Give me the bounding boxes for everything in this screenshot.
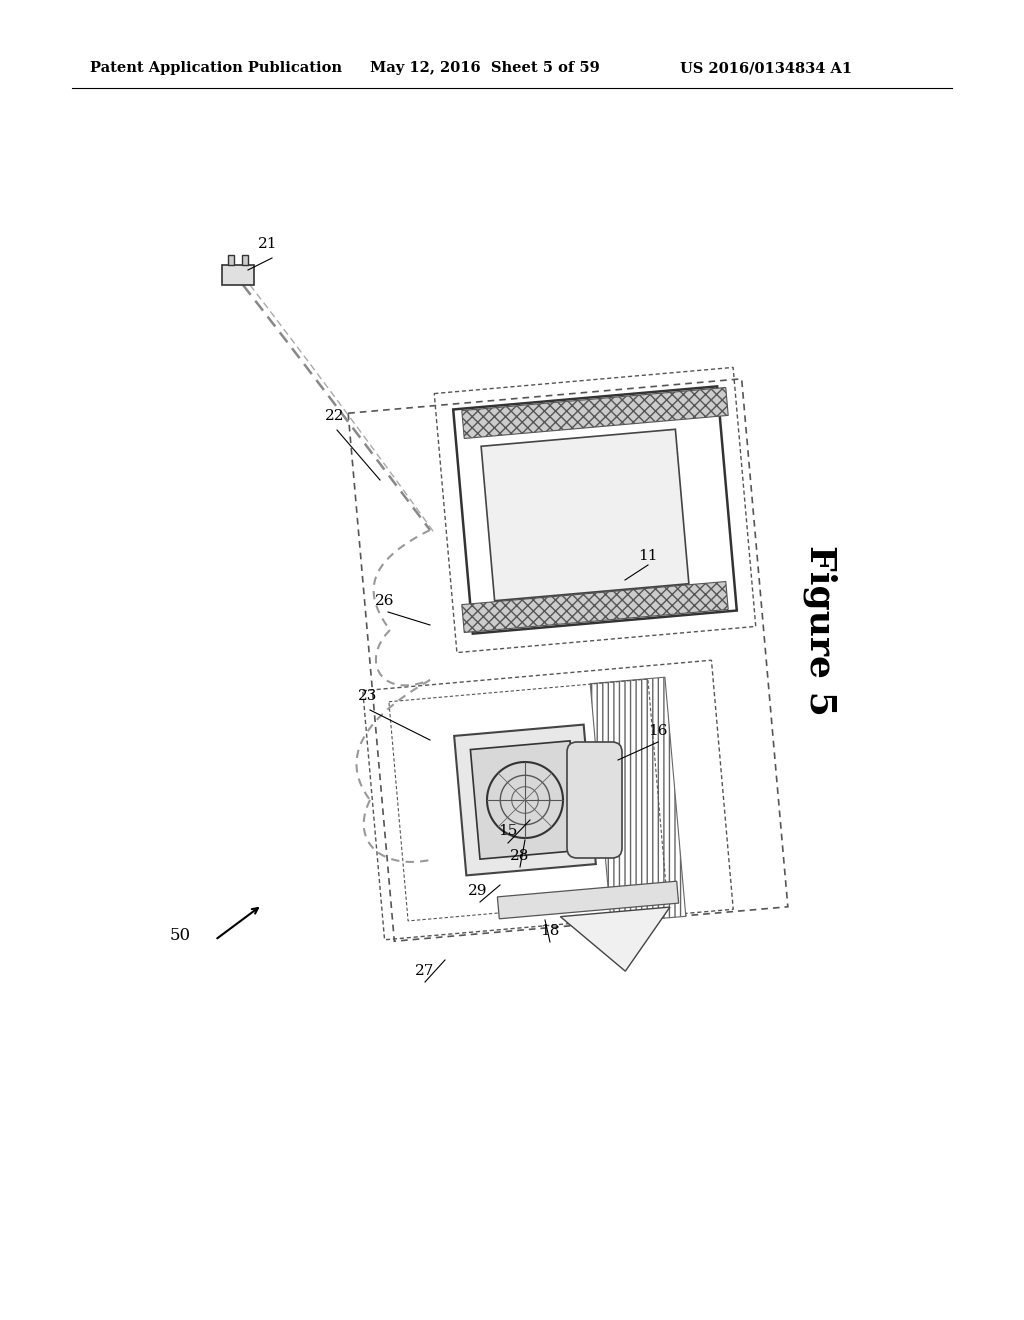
Text: 21: 21 [258, 238, 278, 251]
Text: 28: 28 [510, 849, 529, 863]
Text: 23: 23 [358, 689, 378, 704]
Text: 15: 15 [498, 824, 517, 838]
Bar [228, 255, 234, 265]
Text: 50: 50 [170, 927, 191, 944]
Polygon shape [222, 265, 254, 285]
Bar [242, 255, 248, 265]
Text: 26: 26 [375, 594, 394, 609]
Polygon shape [498, 882, 679, 919]
Polygon shape [462, 582, 728, 632]
Polygon shape [454, 387, 737, 634]
FancyBboxPatch shape [567, 742, 622, 858]
Polygon shape [470, 741, 580, 859]
Polygon shape [455, 725, 596, 875]
Text: Patent Application Publication: Patent Application Publication [90, 61, 342, 75]
Text: 16: 16 [648, 723, 668, 738]
Text: May 12, 2016  Sheet 5 of 59: May 12, 2016 Sheet 5 of 59 [370, 61, 600, 75]
Polygon shape [481, 429, 689, 601]
Text: 22: 22 [325, 409, 344, 422]
Text: 18: 18 [540, 924, 559, 939]
Text: 11: 11 [638, 549, 657, 564]
Text: Figure 5: Figure 5 [803, 545, 838, 715]
Text: US 2016/0134834 A1: US 2016/0134834 A1 [680, 61, 852, 75]
Text: 27: 27 [415, 964, 434, 978]
Polygon shape [462, 388, 728, 438]
Polygon shape [590, 677, 686, 923]
Polygon shape [560, 907, 670, 972]
Text: 29: 29 [468, 884, 487, 898]
